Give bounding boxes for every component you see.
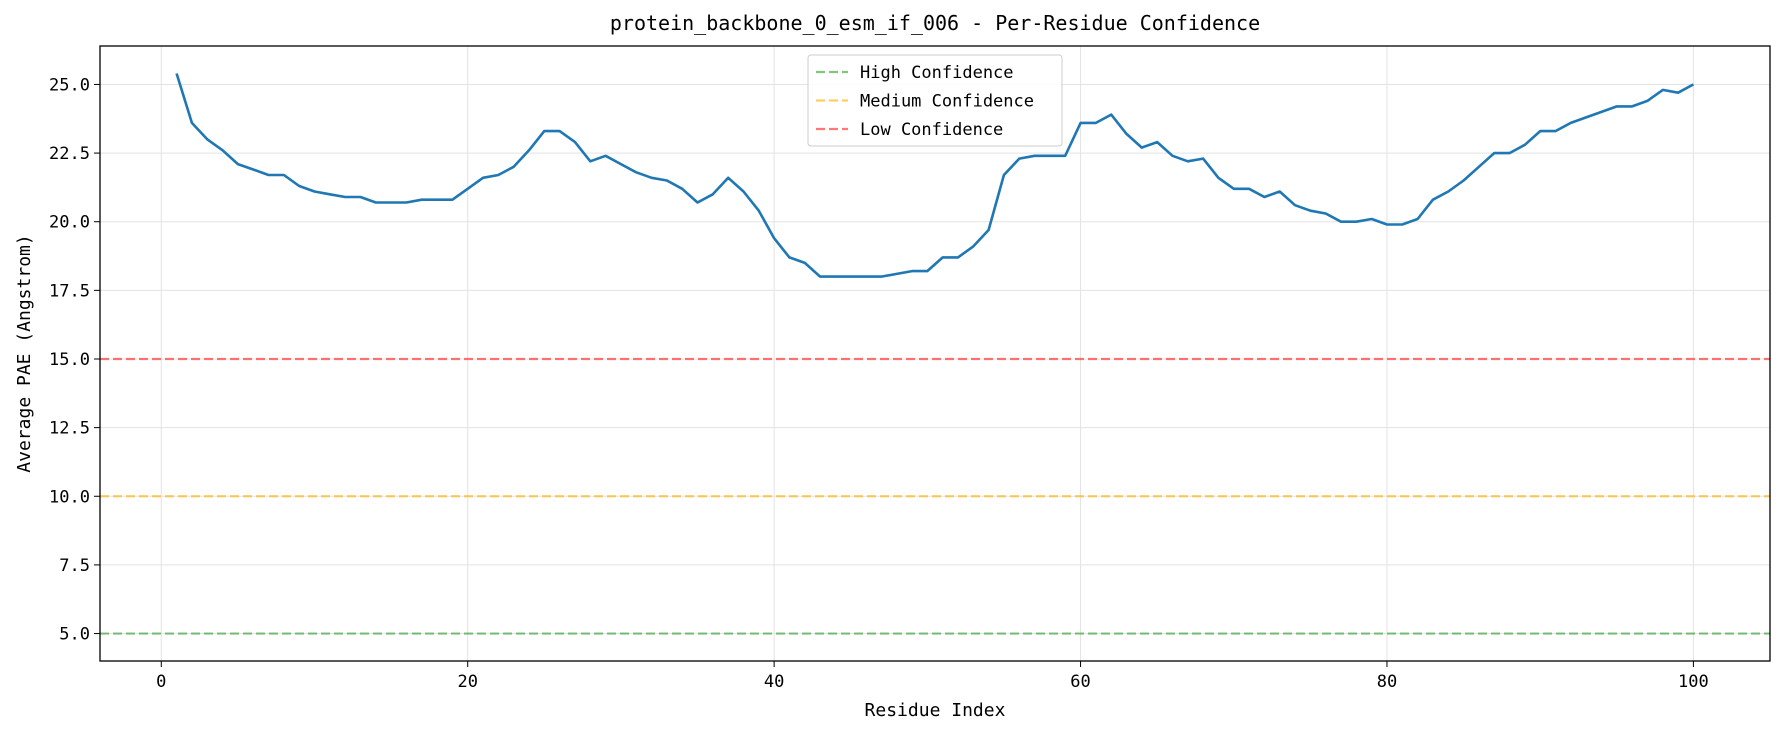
y-tick-label: 5.0: [59, 625, 90, 645]
series-line: [175, 73, 1695, 278]
y-axis-label: Average PAE (Angstrom): [14, 234, 35, 472]
x-tick-label: 100: [1678, 672, 1709, 692]
x-tick-label: 20: [457, 672, 477, 692]
legend-label: Low Confidence: [860, 120, 1003, 140]
x-tick-label: 0: [156, 672, 166, 692]
plot-frame: [99, 45, 1771, 662]
legend-label: High Confidence: [860, 63, 1014, 83]
x-axis-label: Residue Index: [865, 700, 1006, 721]
y-tick-label: 10.0: [49, 487, 90, 507]
y-tick-label: 12.5: [49, 419, 90, 439]
reference-lines: [100, 357, 1770, 635]
series-layer: [175, 73, 1695, 278]
y-tick-label: 25.0: [49, 75, 90, 95]
y-tick-label: 7.5: [59, 556, 90, 576]
y-tick-label: 17.5: [49, 281, 90, 301]
y-tick-label: 22.5: [49, 144, 90, 164]
legend-box: [807, 54, 1063, 147]
x-tick-label: 60: [1070, 672, 1090, 692]
legend-label: Medium Confidence: [860, 92, 1034, 112]
x-axis-ticks: 0 20 40 60 80 100: [156, 661, 1709, 692]
x-tick-label: 40: [764, 672, 784, 692]
chart-title: protein_backbone_0_esm_if_006 - Per-Resi…: [610, 11, 1260, 35]
y-tick-label: 15.0: [49, 350, 90, 370]
y-tick-label: 20.0: [49, 213, 90, 233]
x-tick-label: 80: [1377, 672, 1397, 692]
legend: High Confidence Medium Confidence Low Conf…: [807, 54, 1063, 147]
y-axis-ticks: 5.0 7.5 10.0 12.5 15.0 17.5 20.0 22.5 25.0: [49, 75, 100, 645]
